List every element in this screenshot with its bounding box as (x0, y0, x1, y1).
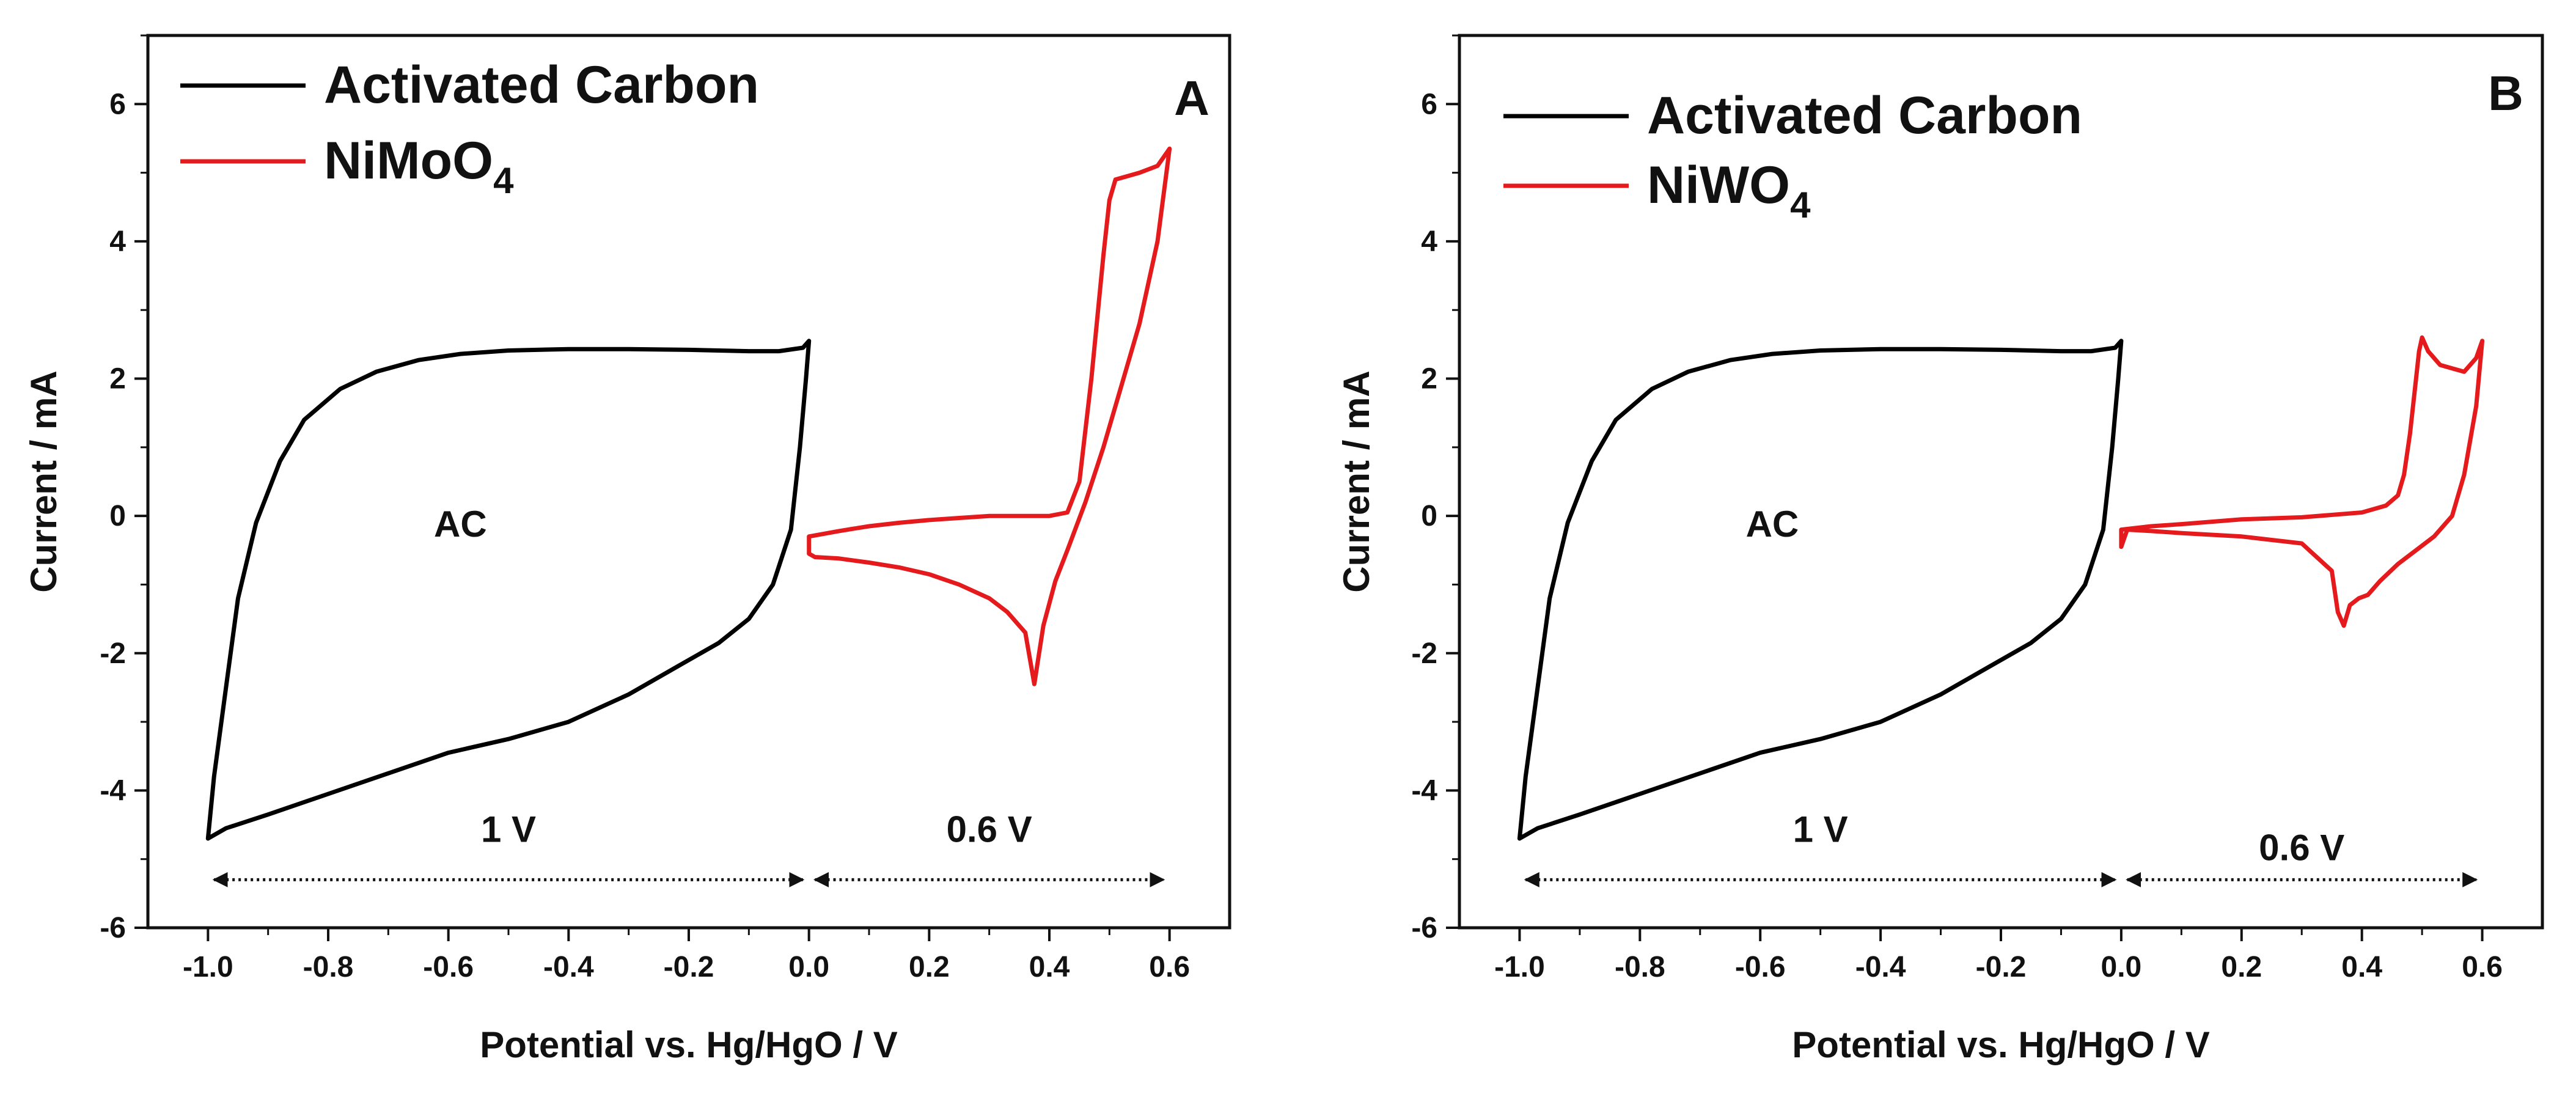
panel-b-y-tick-label: -2 (1411, 637, 1437, 670)
panel-a-legend-label-main: NiMoO (324, 131, 493, 190)
panel-a-x-axis-title: Potential vs. Hg/HgO / V (480, 1024, 897, 1065)
panel-b-x-tick-label: -0.8 (1615, 951, 1665, 983)
panel-a-x-tick-label: 0.6 (1149, 951, 1190, 983)
panel-a-x-tick-label: 0.4 (1029, 951, 1070, 983)
panel-b-y-axis-title: Current / mA (1336, 370, 1377, 592)
panel-a-x-tick-label: -0.8 (303, 951, 354, 983)
panel-a-legend-label-subscript: 4 (493, 160, 514, 201)
panel-a-window-label-right: 0.6 V (947, 809, 1032, 850)
panel-a-window-label-left: 1 V (481, 809, 536, 850)
panel-a-y-axis-title: Current / mA (23, 370, 64, 592)
panel-b-plot-frame (1458, 34, 2544, 930)
panel-a-x-tick-label: 0.2 (909, 951, 950, 983)
panel-b-series-oxide-line (2119, 335, 2485, 628)
panel-b-x-tick-label: 0.4 (2341, 951, 2382, 983)
panel-a-y-tick-label: 0 (109, 500, 126, 532)
panel-a-region-label: AC (434, 504, 487, 545)
panel-a-y-tick-label: 2 (109, 363, 126, 395)
panel-b-x-tick-label: -0.4 (1855, 951, 1906, 983)
panel-b-y-tick-label: 6 (1421, 88, 1437, 120)
panel-b-region-label: AC (1746, 504, 1799, 545)
panel-a-panel-letter: A (1174, 71, 1209, 125)
panel-a-y-tick-label: -4 (100, 774, 126, 807)
panel-b-x-tick-label: -0.2 (1976, 951, 2027, 983)
panel-a-series-oxide-line (807, 146, 1172, 686)
panel-b-y-tick-label: 4 (1421, 226, 1437, 258)
panel-b-y-tick-label: -4 (1411, 774, 1437, 807)
panel-a-series-activated-carbon-line (205, 339, 812, 841)
panel-a-legend-label-1: NiMoO4 (324, 131, 514, 201)
panel-b-y-tick-label: 2 (1421, 363, 1437, 395)
panel-b-window-label-right: 0.6 V (2259, 828, 2344, 868)
panel-b-x-tick-label: -0.6 (1735, 951, 1786, 983)
panel-a-y-tick-label: 4 (109, 226, 126, 258)
panel-a-x-tick-label: 0.0 (788, 951, 829, 983)
panel-b-x-tick-label: 0.6 (2462, 951, 2503, 983)
panel-b-y-tick-label: 0 (1421, 500, 1437, 532)
panel-a-y-tick-label: 6 (109, 88, 126, 120)
panel-a-y-tick-label: -2 (100, 637, 126, 670)
panel-a-legend-label-main: Activated Carbon (324, 56, 759, 114)
panel-b-legend-label-main: Activated Carbon (1647, 86, 2082, 145)
panel-b-y-tick-label: -6 (1411, 912, 1437, 944)
panel-a-legend-label-0: Activated Carbon (324, 56, 759, 114)
panel-b-chart: -1.0 -0.8 -0.6 -0.4 -0.2 0.0 0.2 0.4 0.6 -6 -4 -2 0 2… (1336, 34, 2544, 1065)
panel-b-series-activated-carbon-line (1517, 339, 2124, 841)
panel-a-y-tick-label: -6 (100, 912, 126, 944)
panel-b-x-tick-label: -1.0 (1494, 951, 1545, 983)
panel-b-legend-label-subscript: 4 (1790, 185, 1811, 226)
panel-b-panel-letter: B (2488, 66, 2523, 120)
panel-a-x-tick-label: -0.6 (423, 951, 474, 983)
panel-b-x-tick-label: 0.0 (2101, 951, 2142, 983)
panel-b-x-axis-title: Potential vs. Hg/HgO / V (1792, 1024, 2209, 1065)
panel-a-chart: -1.0 -0.8 -0.6 -0.4 -0.2 0.0 0.2 0.4 0.6 -6 -4 -2 0 2… (23, 34, 1231, 1065)
panel-b-window-label-left: 1 V (1793, 809, 1848, 850)
panel-b-legend-label-0: Activated Carbon (1647, 86, 2082, 145)
panel-a-x-tick-label: -0.2 (664, 951, 714, 983)
panel-b-x-tick-label: 0.2 (2221, 951, 2262, 983)
panel-b-legend-label-main: NiWO (1647, 156, 1790, 215)
panel-a-x-tick-label: -1.0 (183, 951, 233, 983)
panel-a-x-tick-label: -0.4 (543, 951, 594, 983)
panel-a-plot-frame (146, 34, 1231, 930)
panel-b-legend-label-1: NiWO4 (1647, 156, 1811, 226)
